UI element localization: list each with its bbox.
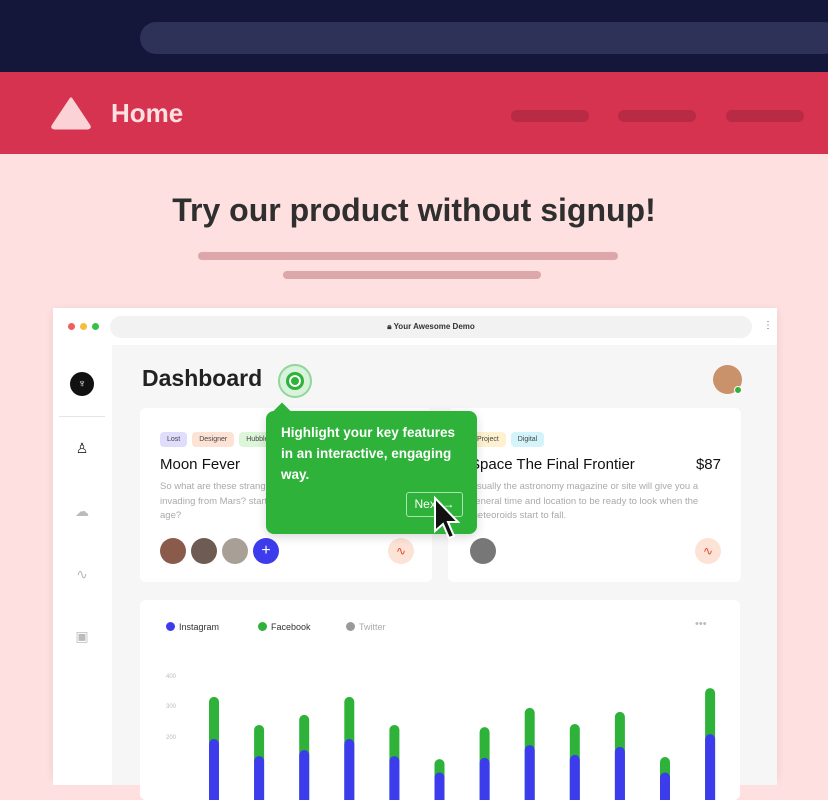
card-price: $87 [695,456,721,473]
tag: Digital [510,432,545,447]
avatar[interactable] [191,538,217,564]
legend-twitter[interactable]: Twitter [346,622,386,632]
text-placeholder [198,252,618,260]
card-title: Moon Fever [160,456,241,473]
close-dot[interactable] [68,323,75,330]
tag: Designer [192,432,235,447]
nav-link-placeholder[interactable] [726,110,804,122]
hotspot-beacon[interactable] [278,364,312,398]
url-bar[interactable]: 🔒︎ Your Awesome Demo [110,316,752,338]
hero-title: Try our product without signup! [172,192,656,228]
bar-instagram[interactable] [614,746,625,800]
activity-button[interactable]: ∿ [695,538,721,564]
menu-kebab-icon[interactable]: ⋮ [763,320,773,331]
minimize-dot[interactable] [80,323,87,330]
image-icon[interactable]: ▣ [75,628,89,644]
bar-instagram[interactable] [569,754,580,800]
bar-instagram[interactable] [209,739,219,800]
address-bar-placeholder[interactable] [140,22,828,54]
header-title[interactable]: Home [111,98,184,128]
chart-card: Instagram Facebook Twitter ••• 400 300 2… [140,600,740,800]
url-title: Your Awesome Demo [393,322,475,331]
maximize-dot[interactable] [92,323,99,330]
bar-chart [209,688,716,800]
bar-instagram[interactable] [660,772,670,800]
bar-instagram[interactable] [389,756,400,800]
y-tick: 200 [166,735,177,741]
y-tick: 400 [166,674,177,680]
nav-link-placeholder[interactable] [618,110,696,122]
cloud-download-icon[interactable]: ☁ [75,503,89,519]
legend-instagram[interactable]: Instagram [166,622,219,632]
bar-instagram[interactable] [254,756,265,800]
card-title: Space The Final Frontier [470,456,635,473]
card-description: So what are these strange aliens invadin… [160,481,319,521]
nav-link-placeholder[interactable] [511,110,589,122]
divider [59,416,105,417]
legend-facebook[interactable]: Facebook [258,622,311,632]
text-placeholder [283,271,541,279]
bar-instagram[interactable] [299,749,310,800]
activity-button[interactable]: ∿ [388,538,414,564]
bar-instagram[interactable] [434,772,445,800]
avatar[interactable] [160,538,186,564]
triangle-logo-icon [51,97,91,130]
bar-instagram[interactable] [344,739,355,800]
user-icon[interactable]: ♙ [75,440,89,456]
bar-instagram[interactable] [524,745,535,800]
avatar[interactable] [470,538,496,564]
activity-icon[interactable]: ∿ [76,566,88,582]
lock-icon: 🔒︎ [387,322,394,331]
leaf-logo-icon[interactable]: ♆ [70,372,94,396]
sidebar: ♆ ♙ ☁ ∿ ▣ [53,345,112,785]
card-description: Usually the astronomy magazine or site w… [470,481,699,521]
mouse-cursor-icon [434,495,460,540]
add-member-button[interactable]: + [253,538,279,564]
tag: Lost [160,432,188,447]
online-status-dot [734,386,742,394]
dashboard-title: Dashboard [142,365,263,391]
tooltip-text: Highlight your key features in an intera… [281,425,456,482]
bar-instagram[interactable] [705,734,716,800]
card-space-frontier[interactable]: Project Digital Space The Final Frontier … [448,408,741,582]
y-tick: 300 [166,704,177,710]
avatar[interactable] [222,538,248,564]
bar-instagram[interactable] [479,757,490,800]
more-options-icon[interactable]: ••• [695,618,707,630]
demo-window: 🔒︎ Your Awesome Demo ⋮ ♆ ♙ ☁ ∿ ▣ Dashboa… [53,308,777,800]
tag: Project [470,432,506,447]
